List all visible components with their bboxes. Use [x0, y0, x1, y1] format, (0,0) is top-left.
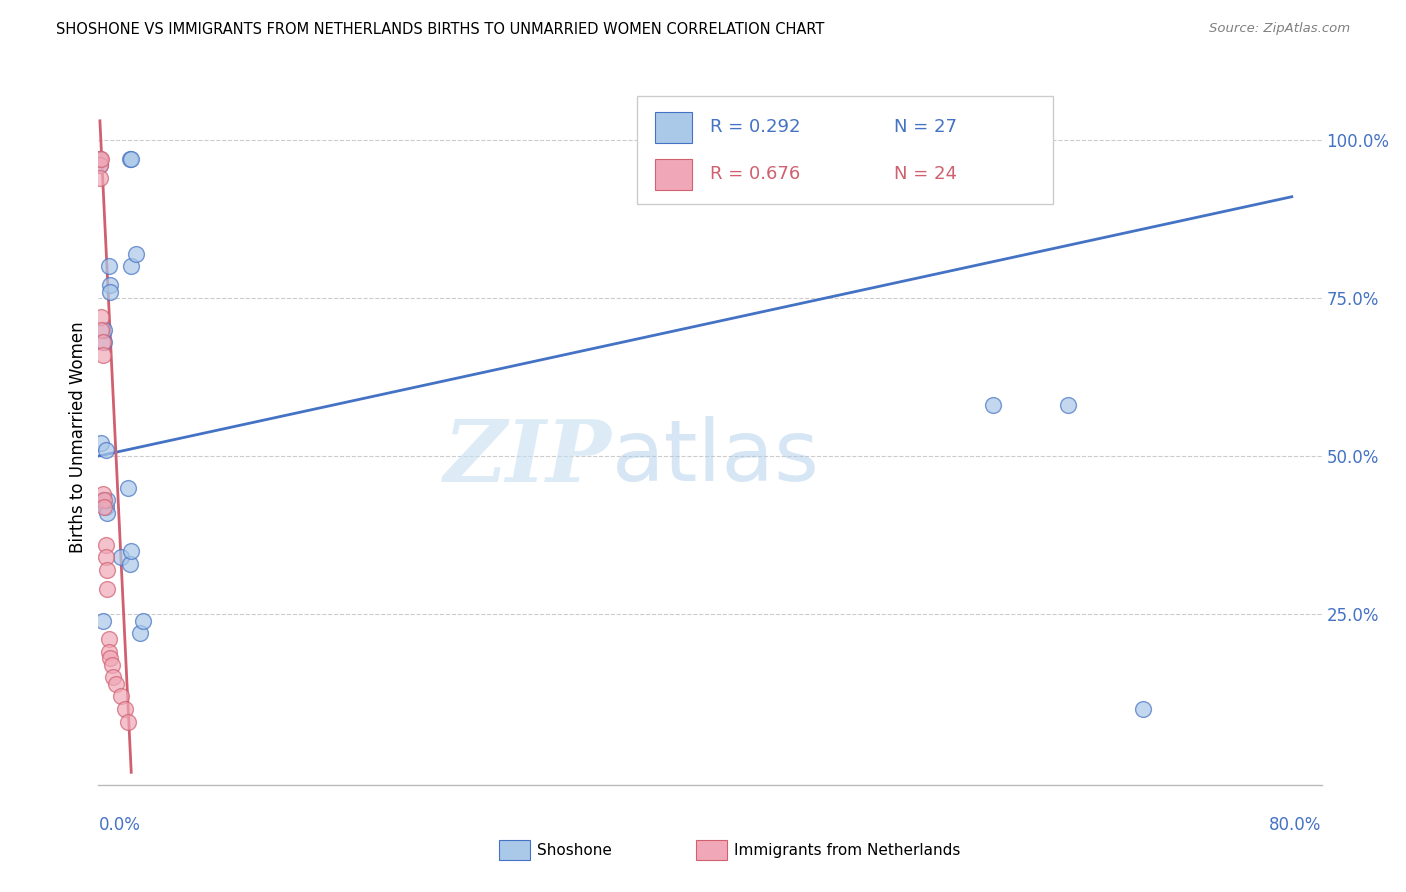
Point [110, 690, 132, 704]
Text: 80.0%: 80.0% [1270, 816, 1322, 834]
Point [96, 493, 118, 508]
Point [93, 500, 115, 514]
Point [91, 335, 114, 350]
Point [114, 702, 136, 716]
Point [94, 538, 117, 552]
Point [103, 670, 125, 684]
Point [97, 632, 120, 647]
Point [89, 152, 111, 166]
Text: ZIP: ZIP [444, 417, 612, 500]
Point [93, 335, 115, 350]
Point [94, 500, 117, 514]
Point [98, 651, 121, 665]
Point [91, 348, 114, 362]
Point [118, 557, 141, 571]
Text: N = 24: N = 24 [894, 165, 956, 183]
Text: atlas: atlas [612, 417, 820, 500]
Point [117, 714, 139, 729]
Point [90, 310, 112, 324]
Point [1132, 702, 1154, 716]
Point [90, 152, 112, 166]
Point [94, 442, 117, 457]
Point [125, 246, 148, 260]
Point [132, 614, 155, 628]
Text: 0.0%: 0.0% [98, 816, 141, 834]
Point [97, 645, 120, 659]
Point [96, 582, 118, 596]
FancyBboxPatch shape [655, 112, 692, 144]
Point [90, 436, 112, 450]
Point [118, 152, 141, 166]
Point [91, 487, 114, 501]
Point [94, 550, 117, 565]
Point [96, 506, 118, 520]
Point [89, 170, 111, 185]
Text: R = 0.676: R = 0.676 [710, 165, 800, 183]
Point [120, 260, 142, 274]
Point [105, 677, 128, 691]
Text: Shoshone: Shoshone [537, 843, 612, 857]
FancyBboxPatch shape [637, 96, 1053, 204]
Point [110, 550, 132, 565]
Point [101, 657, 124, 672]
Point [120, 152, 142, 166]
Point [1057, 399, 1080, 413]
Point [90, 322, 112, 336]
Point [96, 563, 118, 577]
Point [89, 158, 111, 172]
Text: N = 27: N = 27 [894, 118, 956, 136]
Text: Source: ZipAtlas.com: Source: ZipAtlas.com [1209, 22, 1350, 36]
Y-axis label: Births to Unmarried Women: Births to Unmarried Women [69, 321, 87, 553]
Point [93, 322, 115, 336]
Point [97, 260, 120, 274]
Point [129, 626, 152, 640]
Point [98, 278, 121, 293]
Text: SHOSHONE VS IMMIGRANTS FROM NETHERLANDS BIRTHS TO UNMARRIED WOMEN CORRELATION CH: SHOSHONE VS IMMIGRANTS FROM NETHERLANDS … [56, 22, 824, 37]
Point [98, 285, 121, 299]
Point [120, 544, 142, 558]
Point [93, 493, 115, 508]
FancyBboxPatch shape [655, 159, 692, 190]
Point [91, 614, 114, 628]
Text: R = 0.292: R = 0.292 [710, 118, 800, 136]
Text: Immigrants from Netherlands: Immigrants from Netherlands [734, 843, 960, 857]
Point [91, 493, 114, 508]
Point [117, 481, 139, 495]
Point [89, 158, 111, 172]
Point [89, 152, 111, 166]
Point [983, 399, 1005, 413]
